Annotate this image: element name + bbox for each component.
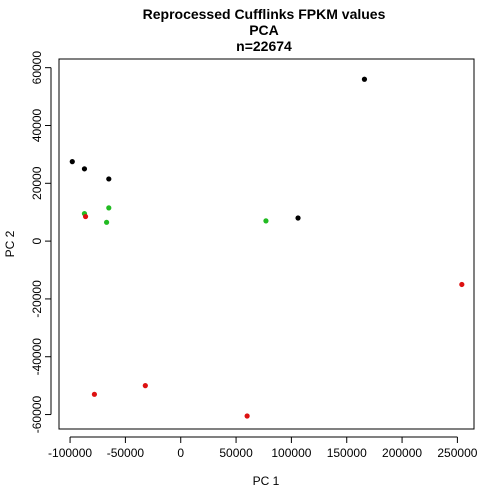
y-tick-label: -20000 xyxy=(30,280,44,318)
x-tick-label: 0 xyxy=(177,446,184,460)
data-point xyxy=(81,166,88,172)
chart-title-line-2: PCA xyxy=(249,22,279,38)
data-point xyxy=(361,76,368,82)
data-point xyxy=(142,383,148,389)
x-axis: -100000 -50000 0 50000 100000 150000 200000 250… xyxy=(48,436,478,460)
data-points xyxy=(69,76,465,419)
y-tick-label: -40000 xyxy=(30,338,44,376)
y-tick-label: 0 xyxy=(30,237,44,244)
data-point xyxy=(106,205,112,211)
plot-area-box xyxy=(58,58,475,430)
y-axis-label: PC 2 xyxy=(3,230,17,257)
data-point xyxy=(244,413,250,419)
data-point xyxy=(103,219,110,225)
x-tick-label: -100000 xyxy=(48,446,92,460)
chart-title-line-3: n=22674 xyxy=(236,38,292,54)
data-point xyxy=(263,218,269,224)
y-tick-label: 60000 xyxy=(30,51,44,85)
data-point xyxy=(106,176,112,182)
data-point xyxy=(82,213,89,220)
data-point xyxy=(295,215,301,221)
data-point xyxy=(459,281,465,288)
y-axis: -60000 -40000 -20000 0 20000 40000 60000 xyxy=(30,51,52,434)
x-tick-label: 200000 xyxy=(382,446,422,460)
y-tick-label: 40000 xyxy=(30,108,44,142)
x-tick-label: -50000 xyxy=(107,446,145,460)
data-point xyxy=(91,391,98,397)
x-tick-label: 50000 xyxy=(219,446,253,460)
x-tick-label: 100000 xyxy=(271,446,311,460)
x-tick-label: 150000 xyxy=(327,446,367,460)
y-tick-label: 20000 xyxy=(30,166,44,200)
y-tick-label: -60000 xyxy=(30,396,44,434)
x-axis-label: PC 1 xyxy=(253,474,280,488)
data-point xyxy=(69,159,75,165)
chart-title-line-1: Reprocessed Cufflinks FPKM values xyxy=(143,6,386,22)
x-tick-label: 250000 xyxy=(437,446,477,460)
